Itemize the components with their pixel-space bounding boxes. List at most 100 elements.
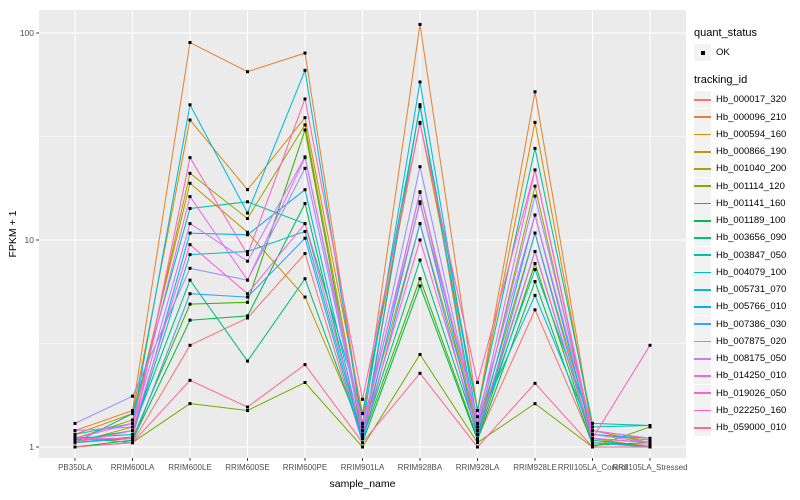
legend-item-Hb_000017_320: Hb_000017_320 [694, 91, 798, 109]
quant-status-legend-item: OK [694, 44, 798, 62]
legend-item-label: Hb_059000_010 [716, 422, 787, 434]
legend-item-Hb_000096_210: Hb_000096_210 [694, 108, 798, 126]
x-tick-label: RRIM600SE [225, 463, 269, 472]
legend-item-Hb_001114_120: Hb_001114_120 [694, 177, 798, 195]
legend-item-Hb_003847_050: Hb_003847_050 [694, 246, 798, 264]
legend-item-Hb_007875_020: Hb_007875_020 [694, 332, 798, 350]
line-swatch-icon [694, 202, 711, 205]
line-swatch-icon [694, 237, 711, 239]
y-axis-title: FPKM + 1 [7, 210, 19, 258]
line-swatch-icon [694, 306, 711, 308]
legend-key-swatch [694, 419, 711, 437]
legend-item-label: Hb_007875_020 [716, 335, 787, 347]
point-icon [700, 50, 705, 55]
axis-ticks-and-labels: 1 10 100 PB350LA RRIM600LA RRIM600LE RRIM600SE… [20, 28, 688, 472]
legend-item-Hb_019026_050: Hb_019026_050 [694, 384, 798, 402]
line-swatch-icon [694, 271, 711, 274]
line-swatch-icon [694, 116, 711, 118]
line-swatch-icon [694, 168, 711, 170]
x-tick-label: RRIM928BA [398, 463, 443, 472]
legend-key-swatch [694, 281, 711, 299]
legend-key-swatch [694, 401, 711, 419]
legend-key-swatch [694, 125, 711, 143]
x-axis-title: sample_name [329, 478, 396, 490]
legend-item-Hb_000594_160: Hb_000594_160 [694, 125, 798, 143]
legend-item-label: Hb_000594_160 [716, 128, 787, 140]
legend-key-swatch [694, 367, 711, 385]
x-tick-label: RRII105LA_Stressed [612, 463, 687, 472]
x-tick-label: RRIM928LA [456, 463, 500, 472]
legend-key-swatch [694, 298, 711, 316]
legend-item-Hb_014250_010: Hb_014250_010 [694, 367, 798, 385]
legend-item-Hb_007386_030: Hb_007386_030 [694, 315, 798, 333]
y-tick-label: 100 [20, 28, 34, 38]
legend-key-swatch [694, 108, 711, 126]
line-swatch-icon [694, 357, 711, 360]
line-swatch-icon [694, 254, 711, 256]
legend-key-swatch [694, 384, 711, 402]
legend-item-Hb_059000_010: Hb_059000_010 [694, 419, 798, 437]
legend-key-swatch [694, 194, 711, 212]
legend-item-label: Hb_022250_160 [716, 404, 787, 416]
legend-item-label: Hb_008175_050 [716, 353, 787, 365]
legend-item-label: Hb_004079_100 [716, 266, 787, 278]
legend-item-label: Hb_003656_090 [716, 232, 787, 244]
legend-key-swatch [694, 212, 711, 230]
legend-key-swatch [694, 332, 711, 350]
x-tick-label: PB350LA [58, 463, 92, 472]
legend-key-swatch [694, 91, 711, 109]
legend-item-label: Hb_014250_010 [716, 370, 787, 382]
data-points [73, 22, 652, 449]
legend-item-label: Hb_003847_050 [716, 249, 787, 261]
legend-item-label: Hb_000017_320 [716, 94, 787, 106]
legend-key-swatch [694, 315, 711, 333]
line-swatch-icon [694, 185, 711, 187]
y-tick-label: 1 [29, 442, 34, 452]
line-swatch-icon [694, 99, 711, 101]
x-tick-label: RRIM928LE [513, 463, 557, 472]
quant-status-key [694, 44, 711, 62]
legend-item-Hb_001141_160: Hb_001141_160 [694, 194, 798, 212]
line-swatch-icon [694, 426, 711, 429]
tracking-id-legend-title: tracking_id [694, 74, 748, 87]
line-swatch-icon [694, 150, 711, 153]
legend-key-swatch [694, 229, 711, 247]
legend-key-swatch [694, 177, 711, 195]
legend-panel: quant_status OK tracking_id Hb_000017_32… [694, 27, 798, 437]
legend-item-label: Hb_000096_210 [716, 111, 787, 123]
legend-item-Hb_005766_010: Hb_005766_010 [694, 298, 798, 316]
legend-item-label: Hb_005766_010 [716, 301, 787, 313]
x-tick-label: RRII105LA_Control [558, 463, 628, 472]
legend-item-Hb_008175_050: Hb_008175_050 [694, 350, 798, 368]
legend-item-Hb_022250_160: Hb_022250_160 [694, 401, 798, 419]
quant-status-legend-title: quant_status [694, 27, 757, 39]
legend-key-swatch [694, 143, 711, 161]
legend-key-swatch [694, 246, 711, 264]
x-tick-label: RRIM600LA [111, 463, 155, 472]
legend-key-swatch [694, 263, 711, 281]
line-swatch-icon [694, 340, 711, 343]
y-tick-label: 10 [25, 235, 35, 245]
line-swatch-icon [694, 392, 711, 394]
legend-key-swatch [694, 350, 711, 368]
legend-item-Hb_001189_100: Hb_001189_100 [694, 212, 798, 230]
tracking-id-legend-items: Hb_000017_320 Hb_000096_210 Hb_000594_160 H… [694, 91, 798, 437]
legend-item-Hb_001040_200: Hb_001040_200 [694, 160, 798, 178]
legend-item-label: Hb_000866_190 [716, 146, 787, 158]
legend-item-label: Hb_019026_050 [716, 387, 787, 399]
x-tick-label: RRIM901LA [341, 463, 385, 472]
x-tick-label: RRIM600LE [168, 463, 212, 472]
x-tick-label: RRIM600PE [283, 463, 327, 472]
line-swatch-icon [694, 375, 711, 377]
legend-item-label: Hb_007386_030 [716, 318, 787, 330]
quant-status-ok-label: OK [716, 47, 730, 59]
legend-item-Hb_005731_070: Hb_005731_070 [694, 281, 798, 299]
line-swatch-icon [694, 323, 711, 325]
legend-item-label: Hb_005731_070 [716, 284, 787, 296]
legend-item-Hb_000866_190: Hb_000866_190 [694, 143, 798, 161]
legend-item-label: Hb_001189_100 [716, 215, 786, 227]
line-swatch-icon [694, 288, 711, 291]
legend-item-label: Hb_001040_200 [716, 163, 787, 175]
